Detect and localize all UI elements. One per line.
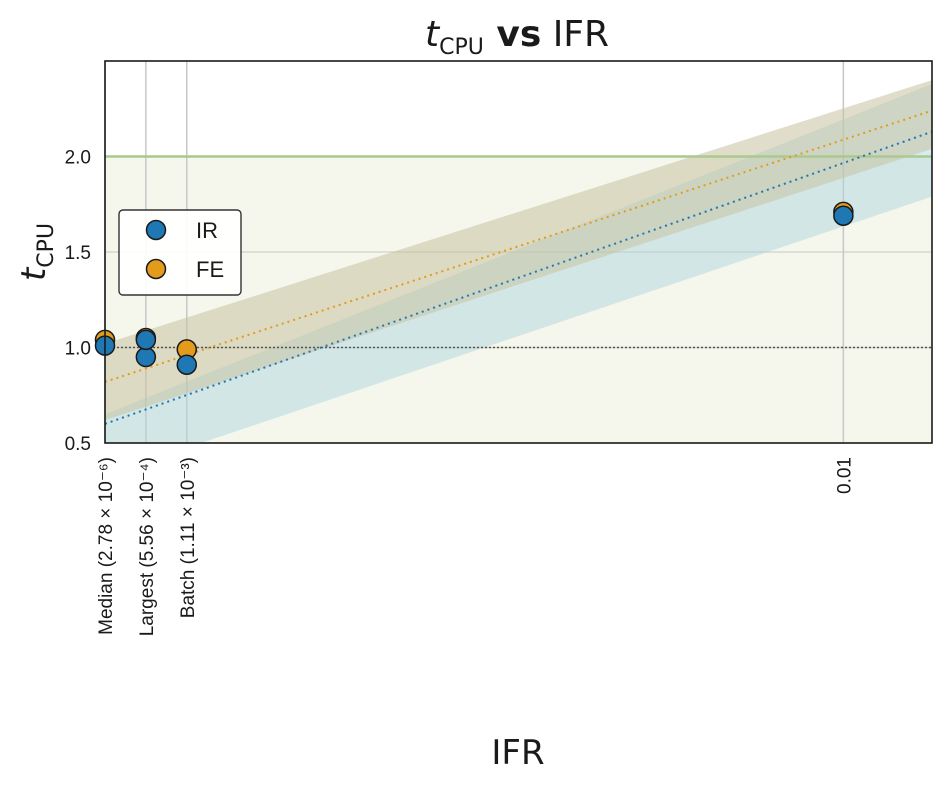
reference-lines <box>105 155 932 349</box>
fit-lines <box>105 109 932 425</box>
confidence-band-fe <box>105 80 932 421</box>
x-tick-label: Largest (5.56 × 10⁻⁴) <box>137 457 158 636</box>
y-axis-label-subscript: CPU <box>34 223 59 268</box>
x-tick-label: Median (2.78 × 10⁻⁶) <box>96 457 117 635</box>
y-axis-label-symbol: t <box>14 266 54 281</box>
y-axis-ticks: 0.5 1.0 1.5 2.0 <box>65 148 91 456</box>
chart-title: tCPU vs IFR <box>425 14 609 60</box>
x-tick-label: 0.01 <box>834 457 855 494</box>
x-axis-label: IFR <box>491 733 544 773</box>
data-point-ir <box>135 329 157 351</box>
data-point-ir <box>833 205 854 226</box>
confidence-bands <box>105 80 932 443</box>
fit-line-ir <box>105 130 932 425</box>
legend: IR FE <box>118 209 242 296</box>
x-tick-label: Batch (1.11 × 10⁻³) <box>178 457 199 618</box>
data-point-ir <box>176 354 198 375</box>
legend-frame <box>118 209 242 296</box>
y-axis-label: tCPU <box>14 223 59 281</box>
legend-label-ir: IR <box>196 218 218 243</box>
legend-marker-ir <box>145 219 167 241</box>
title-symbol: t <box>425 14 441 55</box>
y-tick-label: 0.5 <box>65 434 91 455</box>
title-subscript: CPU <box>439 35 484 60</box>
legend-marker-fe <box>145 258 167 280</box>
legend-label-fe: FE <box>196 257 224 282</box>
title-rest: IFR <box>541 14 609 55</box>
y-tick-label: 1.5 <box>65 243 91 264</box>
y-tick-label: 2.0 <box>65 148 91 169</box>
x-axis-ticks: Median (2.78 × 10⁻⁶) Largest (5.56 × 10⁻⁴… <box>96 457 855 636</box>
y-tick-label: 1.0 <box>65 339 91 360</box>
plot-frame <box>104 60 933 444</box>
data-point-ir <box>135 346 157 368</box>
title-vs: vs <box>484 14 541 55</box>
fit-line-fe <box>105 109 932 383</box>
